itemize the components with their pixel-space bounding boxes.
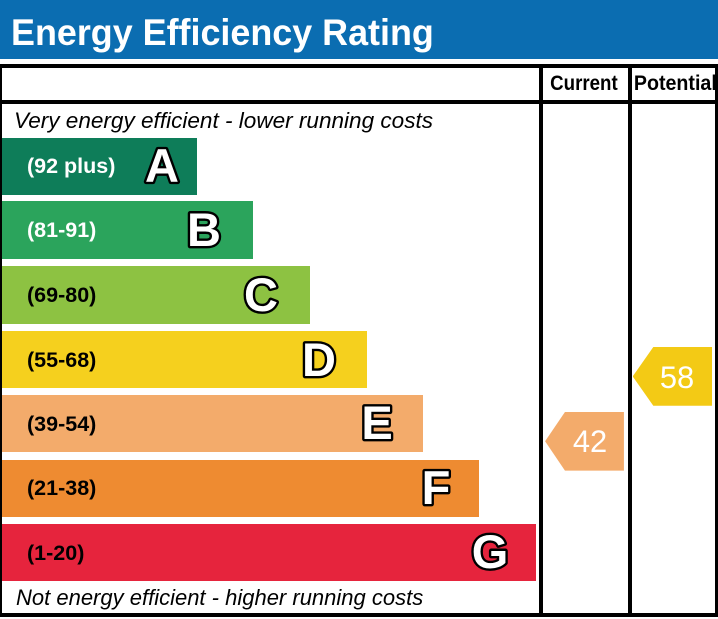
svg-text:F: F bbox=[422, 461, 451, 514]
svg-text:D: D bbox=[302, 333, 336, 386]
svg-text:B: B bbox=[187, 203, 221, 256]
svg-text:C: C bbox=[244, 268, 278, 321]
svg-text:G: G bbox=[472, 525, 509, 578]
svg-text:E: E bbox=[362, 396, 393, 449]
svg-text:A: A bbox=[145, 139, 179, 192]
